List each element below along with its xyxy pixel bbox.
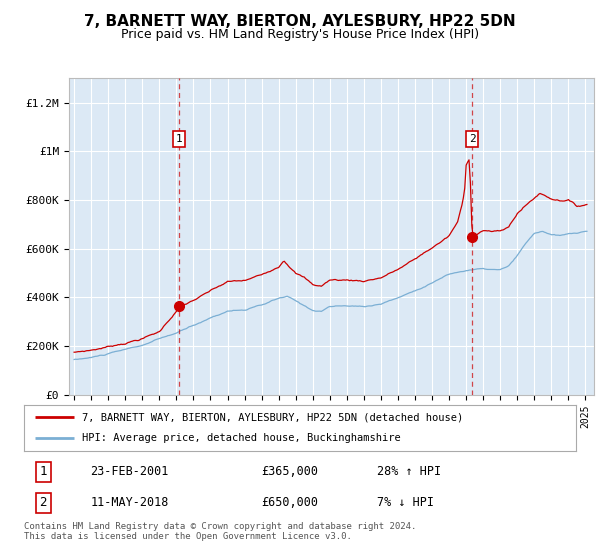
Text: £365,000: £365,000 [262, 465, 319, 478]
Text: £650,000: £650,000 [262, 496, 319, 509]
Text: 23-FEB-2001: 23-FEB-2001 [90, 465, 169, 478]
Text: 7, BARNETT WAY, BIERTON, AYLESBURY, HP22 5DN (detached house): 7, BARNETT WAY, BIERTON, AYLESBURY, HP22… [82, 412, 463, 422]
Text: 2: 2 [469, 134, 476, 144]
Text: Price paid vs. HM Land Registry's House Price Index (HPI): Price paid vs. HM Land Registry's House … [121, 28, 479, 41]
Text: 2: 2 [40, 496, 47, 509]
Text: 7, BARNETT WAY, BIERTON, AYLESBURY, HP22 5DN: 7, BARNETT WAY, BIERTON, AYLESBURY, HP22… [84, 14, 516, 29]
Text: 28% ↑ HPI: 28% ↑ HPI [377, 465, 442, 478]
Text: 1: 1 [40, 465, 47, 478]
Text: HPI: Average price, detached house, Buckinghamshire: HPI: Average price, detached house, Buck… [82, 433, 401, 444]
Text: 7% ↓ HPI: 7% ↓ HPI [377, 496, 434, 509]
Text: Contains HM Land Registry data © Crown copyright and database right 2024.
This d: Contains HM Land Registry data © Crown c… [24, 522, 416, 542]
Text: 1: 1 [175, 134, 182, 144]
Text: 11-MAY-2018: 11-MAY-2018 [90, 496, 169, 509]
